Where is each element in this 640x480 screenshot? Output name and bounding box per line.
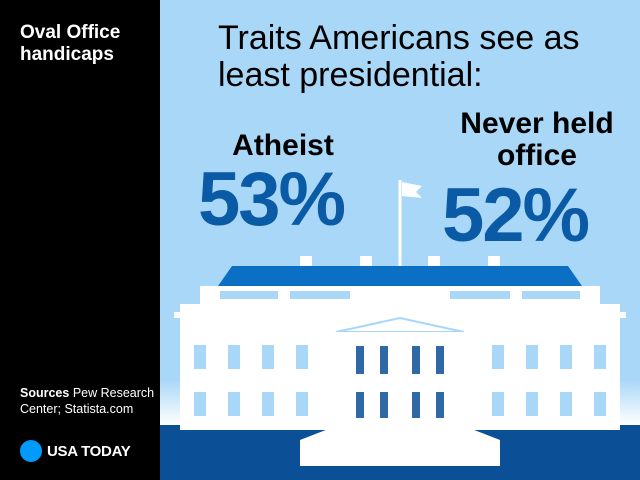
stat-label: Never held office <box>460 107 614 172</box>
windows <box>194 345 606 416</box>
sources-note: Sources Pew Research Center; Statista.co… <box>20 385 155 417</box>
stat-label: Atheist <box>232 129 334 162</box>
sources-label: Sources <box>20 386 70 400</box>
roof <box>218 266 582 286</box>
brand-name: USA TODAY <box>47 442 131 460</box>
sources-text: Pew Research Center; Statista.com <box>20 386 155 416</box>
stat-value: 53% <box>198 157 346 242</box>
flag-icon <box>402 182 422 198</box>
main-panel: Traits Americans see as least presidenti… <box>160 0 640 480</box>
stat-value: 52% <box>442 173 590 258</box>
usatoday-dot-icon <box>20 440 42 462</box>
portico <box>336 332 464 430</box>
chart-title: Traits Americans see as least presidenti… <box>218 19 580 94</box>
sidebar: Oval Office handicaps Sources Pew Resear… <box>0 0 160 480</box>
brand-logo: USA TODAY <box>20 440 131 462</box>
sidebar-title: Oval Office handicaps <box>20 22 121 65</box>
stairs <box>300 426 500 466</box>
white-house-illustration <box>160 180 640 480</box>
